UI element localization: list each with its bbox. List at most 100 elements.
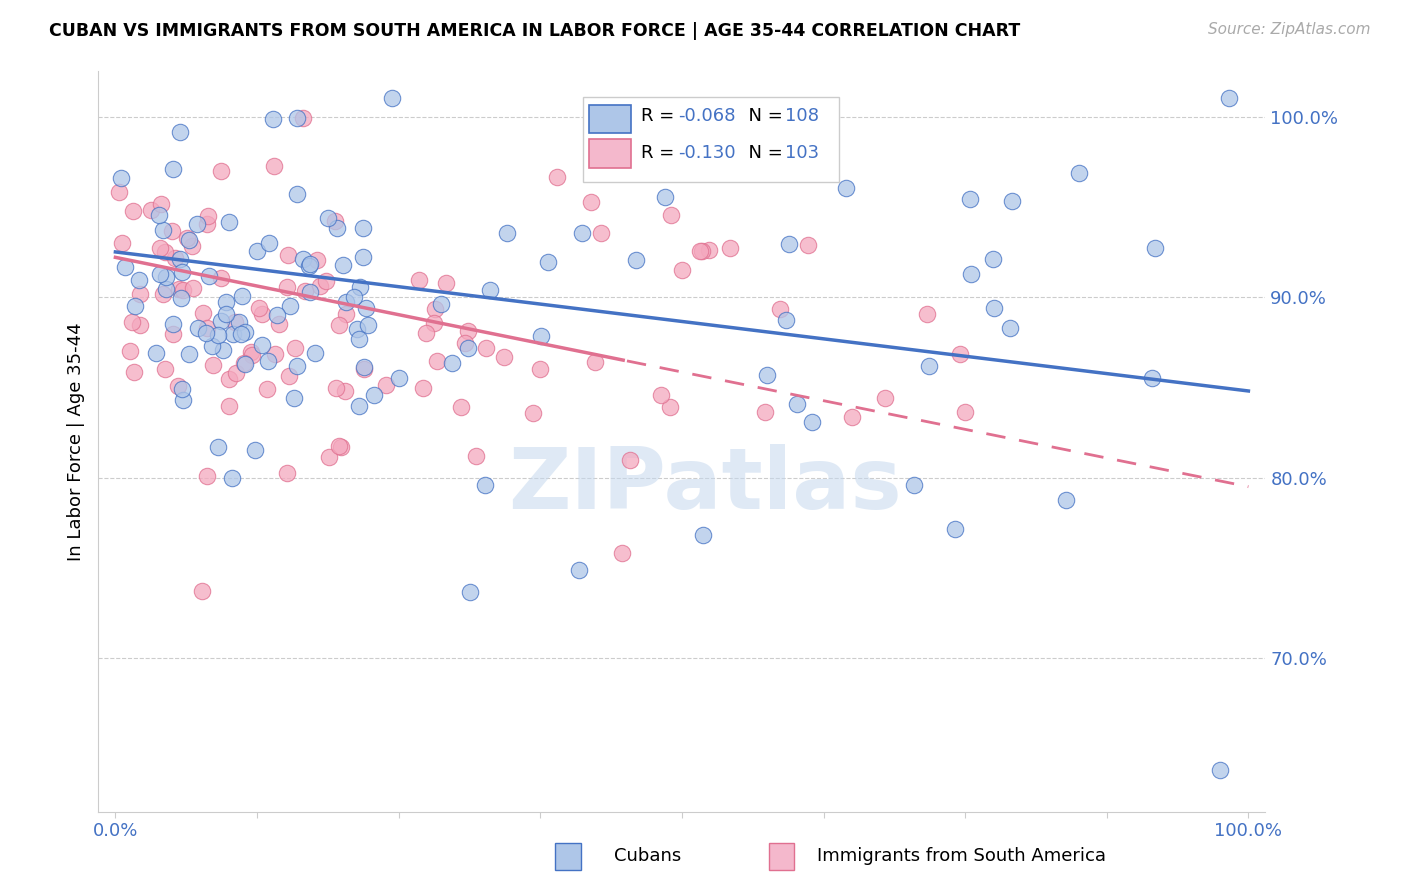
Point: [335, 295, 357, 310]
Point: [335, 384, 357, 398]
Point: [128, 272, 150, 286]
Point: [231, 326, 253, 341]
Point: [475, 341, 498, 355]
Point: [768, 302, 790, 317]
Point: [160, 224, 183, 238]
Point: [114, 260, 136, 274]
Point: [263, 159, 285, 173]
Text: Immigrants from South America: Immigrants from South America: [794, 847, 1107, 865]
Point: [1001, 194, 1024, 208]
Point: [915, 307, 938, 321]
Point: [218, 399, 240, 413]
Point: [278, 369, 301, 384]
Point: [120, 343, 142, 358]
Point: [256, 382, 278, 396]
Point: [283, 391, 305, 405]
Point: [170, 382, 193, 396]
Point: [284, 341, 307, 355]
Point: [429, 297, 451, 311]
Point: [252, 338, 274, 352]
Point: [450, 400, 472, 414]
Point: [215, 295, 238, 310]
Point: [294, 284, 316, 298]
Point: [247, 301, 270, 315]
Point: [309, 279, 332, 293]
Text: 103: 103: [785, 144, 818, 161]
Point: [323, 214, 346, 228]
Point: [671, 262, 693, 277]
Point: [619, 453, 641, 467]
Point: [412, 381, 434, 395]
Point: [349, 280, 371, 294]
Point: [179, 233, 201, 247]
Text: N =: N =: [737, 144, 789, 161]
Point: [1209, 763, 1232, 777]
Point: [233, 358, 256, 372]
Point: [659, 401, 682, 415]
Point: [949, 347, 972, 361]
Point: [111, 235, 134, 250]
Point: [363, 387, 385, 401]
Point: [1140, 371, 1163, 385]
Point: [778, 236, 800, 251]
Point: [754, 405, 776, 419]
Point: [343, 289, 366, 303]
Point: [285, 111, 308, 125]
Point: [291, 252, 314, 266]
Point: [536, 255, 558, 269]
Point: [141, 202, 163, 217]
Point: [650, 387, 672, 401]
Point: [329, 440, 352, 454]
Point: [212, 343, 235, 358]
Point: [197, 209, 219, 223]
Point: [298, 260, 321, 274]
Point: [262, 112, 284, 127]
Point: [129, 318, 152, 332]
Point: [943, 522, 966, 536]
Point: [121, 315, 143, 329]
Point: [388, 371, 411, 385]
Text: ZIPatlas: ZIPatlas: [509, 444, 903, 527]
Point: [191, 583, 214, 598]
Point: [568, 563, 591, 577]
Point: [335, 307, 357, 321]
Point: [692, 528, 714, 542]
Point: [243, 443, 266, 458]
Point: [352, 250, 374, 264]
Point: [124, 299, 146, 313]
Point: [328, 318, 350, 332]
Point: [775, 313, 797, 327]
Point: [546, 169, 568, 184]
Text: 108: 108: [785, 107, 818, 125]
Point: [285, 187, 308, 202]
Point: [195, 217, 218, 231]
Point: [233, 356, 256, 370]
Text: R =: R =: [641, 107, 681, 125]
Point: [423, 302, 446, 317]
Point: [231, 289, 253, 303]
Point: [225, 366, 247, 380]
Point: [122, 365, 145, 379]
Point: [841, 409, 863, 424]
Point: [170, 291, 193, 305]
Point: [318, 450, 340, 465]
Point: [264, 346, 287, 360]
Point: [259, 235, 281, 250]
Point: [458, 585, 481, 599]
Point: [152, 286, 174, 301]
Point: [209, 163, 232, 178]
Text: Cubans: Cubans: [591, 847, 681, 865]
Point: [152, 223, 174, 237]
Point: [179, 347, 201, 361]
Point: [529, 362, 551, 376]
Point: [1143, 241, 1166, 255]
Point: [148, 207, 170, 221]
Point: [209, 271, 232, 285]
Point: [181, 280, 204, 294]
Point: [209, 313, 232, 327]
Point: [269, 317, 291, 331]
Point: [434, 276, 457, 290]
Point: [353, 359, 375, 374]
Point: [465, 449, 488, 463]
Point: [903, 477, 925, 491]
